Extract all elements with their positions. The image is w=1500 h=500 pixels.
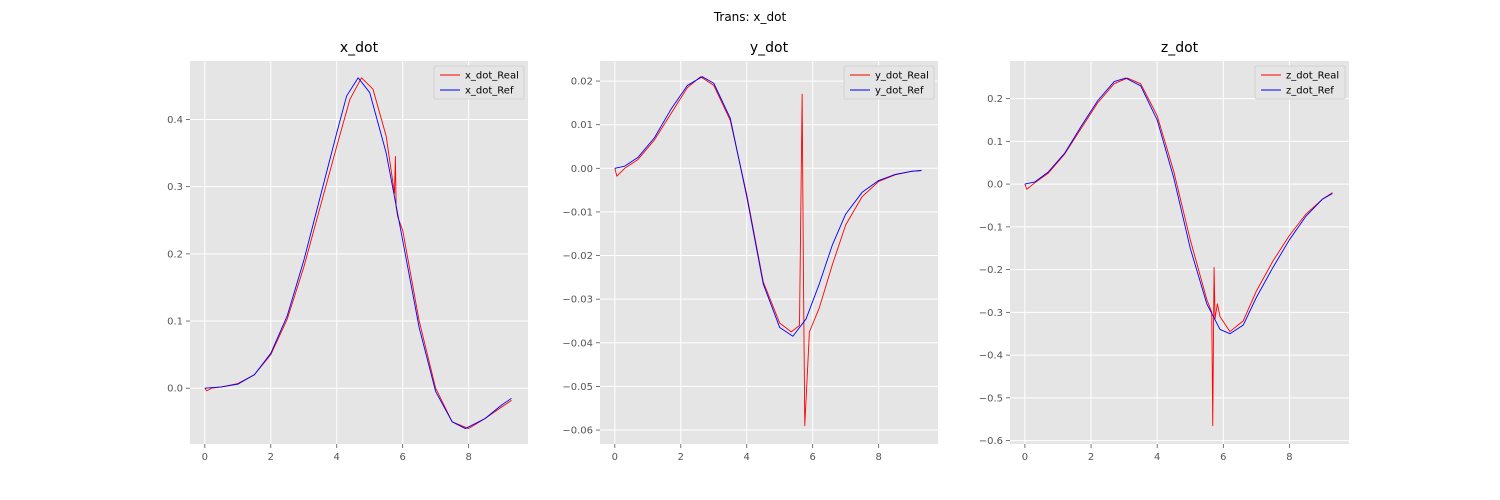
legend-label: x_dot_Ref [465, 86, 514, 97]
legend-box [843, 65, 935, 100]
legend: x_dot_Real x_dot_Ref [433, 65, 525, 100]
x-tick-label: 2 [1088, 452, 1094, 463]
x-tick-label: 6 [400, 452, 406, 463]
legend: z_dot_Real z_dot_Ref [1254, 65, 1346, 100]
x-tick-label: 6 [810, 452, 816, 463]
legend-label: x_dot_Real [465, 71, 519, 82]
x-tick-label: 8 [1286, 452, 1292, 463]
y-tick-label: −0.02 [562, 251, 593, 262]
x-tick-label: 8 [465, 452, 471, 463]
legend-label: z_dot_Ref [1286, 86, 1334, 97]
y-tick-label: 0.2 [987, 94, 1003, 105]
legend: y_dot_Real y_dot_Ref [843, 65, 935, 100]
y-tick-label: 0.1 [167, 317, 183, 328]
y-tick-label: 0.00 [571, 164, 593, 175]
y-tick-label: −0.4 [979, 351, 1003, 362]
series-line-y_dot_Ref [614, 76, 922, 337]
x-tick-label: 0 [1022, 452, 1028, 463]
y-tick-label: −0.05 [562, 382, 593, 393]
subplot-title: z_dot [1161, 40, 1199, 56]
y-tick-label: −0.6 [979, 436, 1003, 447]
axes-background [190, 61, 528, 444]
y-tick-label: 0.2 [167, 249, 183, 260]
y-tick-label: −0.04 [562, 338, 593, 349]
subplot-title: x_dot [340, 40, 379, 56]
x-tick-label: 4 [334, 452, 340, 463]
y-tick-label: 0.02 [571, 77, 593, 88]
y-tick-label: −0.5 [979, 393, 1003, 404]
y-tick-label: −0.2 [979, 265, 1003, 276]
figure-suptitle: Trans: x_dot [713, 10, 787, 24]
x-tick-label: 8 [875, 452, 881, 463]
legend-label: y_dot_Ref [875, 86, 924, 97]
y-tick-label: 0.0 [987, 180, 1003, 191]
subplots: 0 2 4 6 80.00.10.20.30.4x_dotx_dot_Realx_dot… [167, 40, 1349, 463]
y-tick-label: −0.01 [562, 207, 593, 218]
y-tick-label: −0.03 [562, 295, 593, 306]
series-line-z_dot_Real [1024, 77, 1333, 427]
y-tick-label: −0.3 [979, 308, 1003, 319]
x-tick-label: 0 [612, 452, 618, 463]
y-tick-label: 0.3 [167, 182, 183, 193]
y-tick-label: 0.0 [167, 384, 183, 395]
x-tick-label: 4 [1154, 452, 1160, 463]
y-tick-label: −0.1 [979, 222, 1003, 233]
axes-background [1010, 61, 1349, 444]
series-line-y_dot_Real [614, 76, 922, 427]
x-tick-label: 0 [202, 452, 208, 463]
y-tick-label: 0.01 [571, 120, 593, 131]
subplot-x_dot: 0 2 4 6 80.00.10.20.30.4x_dotx_dot_Realx_dot… [167, 40, 528, 463]
x-tick-label: 2 [268, 452, 274, 463]
series-line-z_dot_Ref [1024, 77, 1333, 335]
y-tick-label: 0.4 [167, 115, 183, 126]
series-line-x_dot_Ref [204, 77, 512, 429]
x-tick-label: 6 [1220, 452, 1226, 463]
legend-label: y_dot_Real [875, 71, 929, 82]
legend-box [433, 65, 525, 100]
y-tick-label: −0.06 [562, 426, 593, 437]
y-tick-label: 0.1 [987, 137, 1003, 148]
legend-box [1254, 65, 1346, 100]
subplot-y_dot: 0 2 4 6 8 0.02 0.01 0.00 −0.01 −0.02 −0.03 −0.04 −0.… [562, 40, 938, 463]
subplot-title: y_dot [750, 40, 789, 56]
legend-label: z_dot_Real [1286, 71, 1339, 82]
x-tick-label: 4 [744, 452, 750, 463]
subplot-z_dot: 0 2 4 6 8 0.2 0.1 0.0 −0.1 −0.2 −0.3 −0.4 −0.5 −0.6 z_… [979, 40, 1349, 463]
x-tick-label: 2 [678, 452, 684, 463]
